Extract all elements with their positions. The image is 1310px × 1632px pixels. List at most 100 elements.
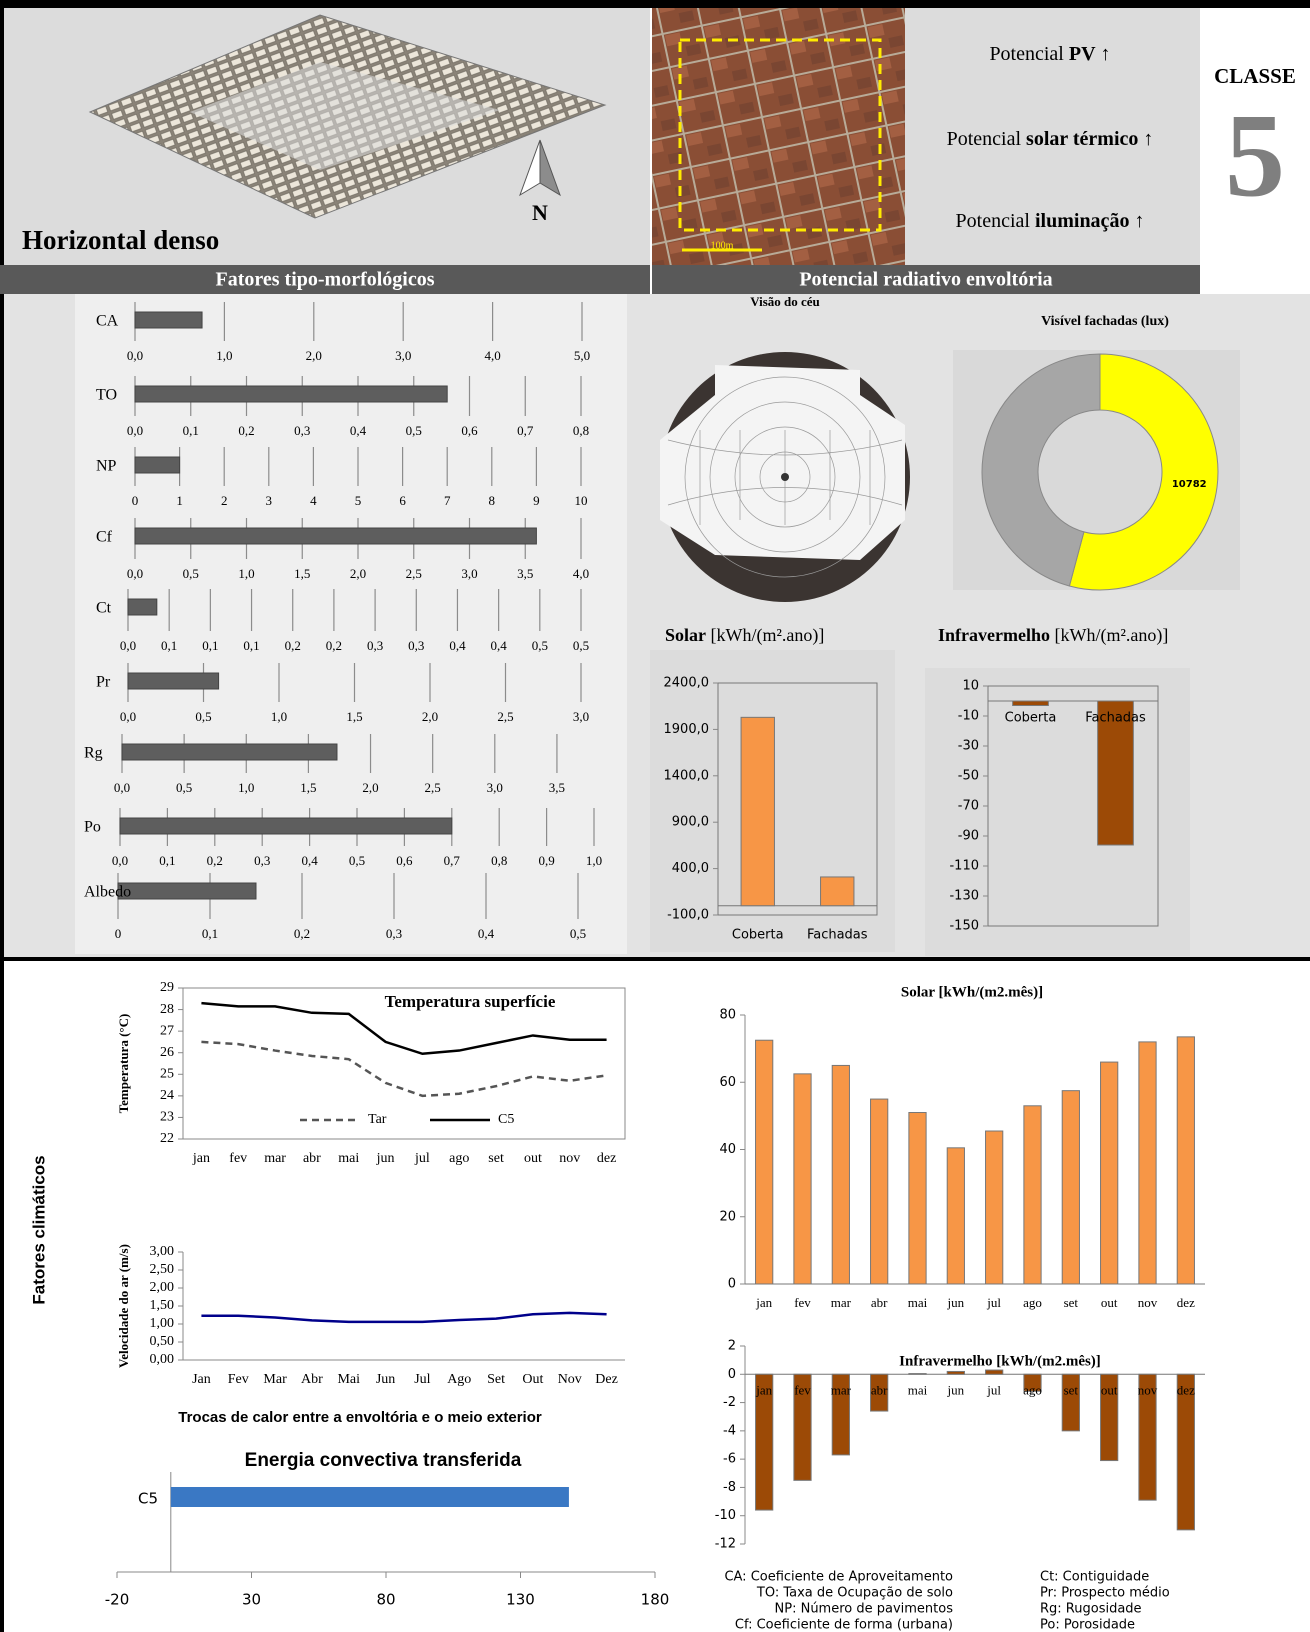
y-tick-label: 27 [160,1023,174,1038]
x-tick-label: 0,5 [532,638,548,653]
x-tick-label: 0,1 [202,926,218,941]
section-bar [0,265,650,294]
x-tick-label: 9 [533,493,540,508]
x-tick-label: 10 [575,493,588,508]
x-tick-label: Jul [414,1372,430,1387]
line-series [201,1040,607,1098]
x-tick-label: Jan [192,1372,211,1387]
bar [1176,1373,1195,1531]
x-tick-label: 0,2 [294,926,310,941]
x-tick-label: 0 [132,493,139,508]
sky-view-visible [660,365,905,560]
x-tick-label: 5 [355,493,362,508]
x-tick-label: 1,0 [238,566,254,581]
x-tick-label: nov [1138,1382,1158,1397]
potential-arrow: ↑ [1101,43,1111,65]
y-tick-label: 0 [728,1277,736,1292]
x-tick-label: 0,3 [367,638,383,653]
y-tick-label: -10 [715,1508,736,1523]
x-tick-label: 0,1 [159,853,175,868]
x-tick-label: dez [1177,1295,1195,1310]
x-tick-label: fev [229,1151,247,1166]
x-tick-label: 0,0 [114,780,130,795]
x-tick-label: 0,0 [127,566,143,581]
x-tick-label: Fachadas [1085,711,1146,726]
x-tick-label: jul [986,1382,1001,1397]
line-series [201,1311,607,1324]
potential-prefix: Potencial [947,128,1022,150]
x-tick-label: 0,5 [176,780,192,795]
x-tick-label: 2,5 [406,566,422,581]
x-tick-label: Nov [558,1372,582,1387]
x-tick-label: abr [871,1295,888,1310]
x-tick-label: 0,3 [294,423,310,438]
x-tick-label: 4,0 [573,566,589,581]
x-tick-label: mai [908,1295,928,1310]
y-tick-label: 0,50 [150,1334,175,1349]
bar [820,876,855,907]
bar [127,598,158,616]
y-tick-label: 29 [160,980,174,995]
x-tick-label: out [1101,1295,1118,1310]
bar [119,817,453,835]
x-tick-label: 0,2 [326,638,342,653]
section-title: Fatores tipo-morfológicos [215,269,434,291]
legend-label: C5 [498,1112,514,1127]
x-tick-label: -20 [105,1591,130,1609]
x-tick-label: 0,5 [570,926,586,941]
class-label: CLASSE [1214,64,1296,88]
x-tick-label: ago [449,1151,469,1166]
x-tick-label: 0,5 [183,566,199,581]
x-tick-label: 2 [221,493,228,508]
x-tick-label: 0 [115,926,122,941]
sky-view-title: Visão do céu [750,294,820,309]
bar [127,672,220,690]
x-tick-label: 8 [489,493,496,508]
bar [1100,1061,1119,1285]
x-tick-label: 180 [641,1591,670,1609]
bar [1023,1373,1042,1392]
bar [134,385,448,403]
x-tick-label: set [1064,1382,1079,1397]
glossary-item: CA: Coeficiente de Aproveitamento [724,1570,953,1585]
data-label: 10782 [1172,479,1207,490]
bar [1061,1373,1080,1432]
x-tick-label: mai [338,1151,359,1166]
x-tick-label: 0,1 [183,423,199,438]
chart-title: Solar [kWh/(m2.mês)] [901,984,1043,1000]
potential: Potencial solar térmico ↑ [947,128,1154,150]
bar [908,1112,927,1285]
y-axis-title: Temperatura (°C) [116,1014,131,1114]
left-border [0,0,4,1632]
x-tick-label: 6 [399,493,406,508]
x-tick-label: 5,0 [574,348,590,363]
y-tick-label: 28 [160,1002,174,1017]
glossary-item: Po: Porosidade [1040,1618,1135,1632]
donut-segment [1068,353,1219,591]
x-tick-label: Fachadas [807,928,868,943]
section-bar [652,265,1200,294]
x-tick-label: out [524,1151,542,1166]
x-tick-label: 3,5 [517,566,533,581]
x-tick-label: 2,0 [362,780,378,795]
chart-title: Infravermelho [kWh/(m2.mês)] [899,1353,1101,1369]
x-tick-label: mai [908,1382,928,1397]
x-tick-label: 1 [176,493,183,508]
y-tick-label: -100,0 [667,908,709,923]
y-tick-label: 24 [160,1088,174,1103]
x-tick-label: dez [597,1151,616,1166]
x-tick-label: 0,0 [127,348,143,363]
x-tick-label: 3,0 [461,566,477,581]
x-tick-label: ago [1023,1295,1042,1310]
x-tick-label: jan [755,1295,772,1310]
bar [985,1369,1004,1375]
study-area [678,38,882,232]
x-tick-label: 2,0 [350,566,366,581]
category-label: C5 [138,1490,158,1508]
y-tick-label: 1400,0 [664,768,710,783]
bar [740,716,775,907]
potential: Potencial PV ↑ [989,43,1110,65]
y-tick-label: -10 [958,709,979,724]
x-tick-label: 0,3 [386,926,402,941]
y-tick-label: 60 [719,1075,736,1090]
